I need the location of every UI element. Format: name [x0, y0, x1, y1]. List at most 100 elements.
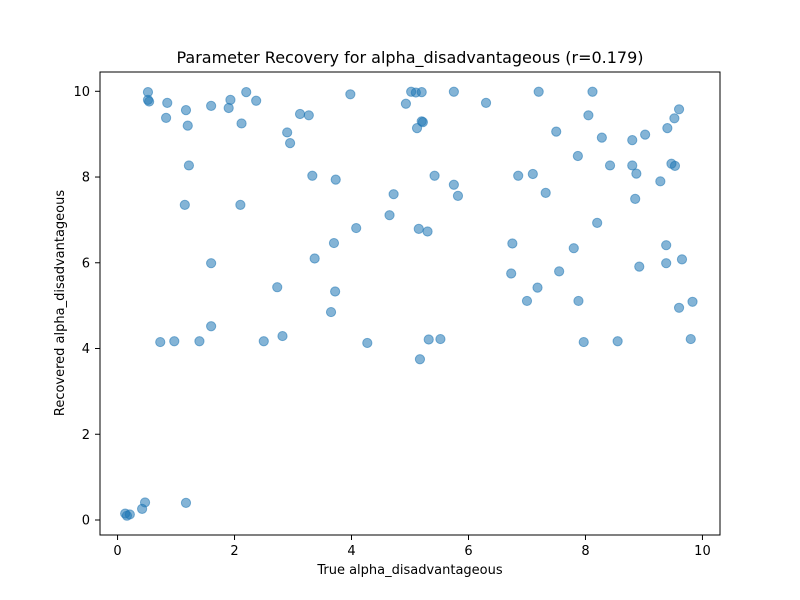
scatter-point	[345, 89, 356, 100]
scatter-point	[180, 497, 192, 508]
scatter-point	[384, 210, 395, 221]
x-tick-label: 6	[464, 544, 472, 559]
y-tick-label: 8	[82, 171, 90, 186]
scatter-point	[429, 170, 440, 181]
scatter-point	[272, 282, 283, 293]
y-tick-label: 2	[82, 428, 90, 443]
axis-ticks: 0 2 4 6 8 10 0 2 4 6 8 10	[73, 85, 710, 559]
scatter-point	[673, 104, 685, 115]
plot-area-frame	[99, 71, 721, 536]
scatter-point	[532, 282, 543, 293]
scatter-point	[604, 160, 616, 171]
scatter-point	[325, 306, 337, 318]
y-tick-label: 4	[82, 342, 90, 357]
scatter-point	[417, 117, 428, 128]
scatter-point	[452, 190, 464, 201]
scatter-point	[309, 253, 320, 264]
y-tick-label: 0	[82, 514, 90, 529]
scatter-point	[179, 199, 190, 210]
scatter-point	[448, 179, 459, 190]
scatter-point	[194, 336, 205, 347]
scatter-point	[422, 226, 433, 237]
scatter-point	[661, 258, 672, 269]
x-tick-label: 0	[113, 544, 121, 559]
scatter-point	[551, 126, 562, 137]
y-tick-label: 6	[82, 256, 90, 271]
scatter-point	[277, 330, 288, 342]
scatter-point	[124, 509, 135, 520]
scatter-point	[568, 243, 579, 254]
y-axis-label: Recovered alpha_disadvantageous	[53, 190, 68, 416]
scatter-point	[423, 334, 434, 345]
scatter-point	[236, 118, 247, 129]
scatter-point	[307, 170, 318, 181]
scatter-point	[284, 138, 296, 149]
scatter-point	[411, 123, 423, 134]
x-tick-label: 10	[694, 544, 711, 559]
scatter-point	[507, 238, 518, 249]
scatter-point	[527, 168, 538, 180]
scatter-point	[258, 336, 269, 347]
scatter-point	[627, 160, 638, 171]
scatter-point	[521, 295, 533, 307]
scatter-point	[685, 333, 696, 345]
scatter-point	[330, 286, 341, 297]
scatter-point	[414, 354, 426, 365]
scatter-point	[303, 110, 314, 121]
scatter-point	[206, 100, 217, 111]
scatter-point	[400, 98, 412, 109]
scatter-point	[573, 295, 584, 307]
scatter-point	[139, 497, 151, 508]
scatter-point	[587, 86, 598, 97]
scatter-point	[183, 160, 195, 171]
scatter-point	[513, 170, 524, 181]
scatter-point	[627, 135, 638, 146]
scatter-point	[388, 189, 399, 200]
scatter-point	[206, 258, 217, 269]
scatter-point	[631, 168, 642, 179]
scatter-point	[596, 132, 607, 143]
scatter-point	[182, 120, 193, 131]
scatter-point	[328, 237, 340, 249]
scatter-point	[630, 193, 641, 204]
scatter-point	[640, 129, 651, 140]
scatter-point	[687, 296, 698, 307]
y-tick-label: 10	[73, 85, 90, 100]
scatter-point	[634, 261, 645, 272]
scatter-point	[416, 87, 427, 98]
scatter-point	[144, 96, 155, 107]
scatter-point	[155, 336, 166, 348]
scatter-point	[655, 176, 666, 187]
scatter-point	[612, 336, 623, 347]
scatter-point	[533, 86, 544, 97]
scatter-point	[362, 337, 373, 349]
scatter-point	[578, 336, 589, 348]
scatter-point	[540, 187, 551, 198]
x-tick-label: 2	[230, 544, 238, 559]
scatter-point	[413, 223, 424, 235]
scatter-point	[225, 94, 236, 105]
scatter-point	[506, 268, 517, 279]
scatter-point	[572, 150, 583, 162]
scatter-point	[162, 97, 173, 108]
data-points	[120, 86, 698, 521]
scatter-point	[661, 240, 672, 251]
scatter-point	[160, 112, 172, 123]
scatter-point	[669, 113, 680, 124]
scatter-point	[241, 87, 252, 98]
scatter-point	[448, 86, 459, 97]
scatter-point	[554, 266, 565, 277]
scatter-point	[351, 222, 362, 234]
scatter-point	[662, 123, 673, 134]
scatter-point	[223, 102, 234, 114]
scatter-point	[669, 160, 681, 171]
x-tick-label: 4	[347, 544, 355, 559]
scatter-point	[480, 97, 492, 108]
scatter-point	[251, 95, 262, 106]
chart-title: Parameter Recovery for alpha_disadvantag…	[176, 48, 643, 68]
scatter-point	[180, 105, 192, 116]
x-tick-label: 8	[581, 544, 589, 559]
scatter-point	[282, 127, 293, 138]
scatter-point	[235, 199, 246, 210]
